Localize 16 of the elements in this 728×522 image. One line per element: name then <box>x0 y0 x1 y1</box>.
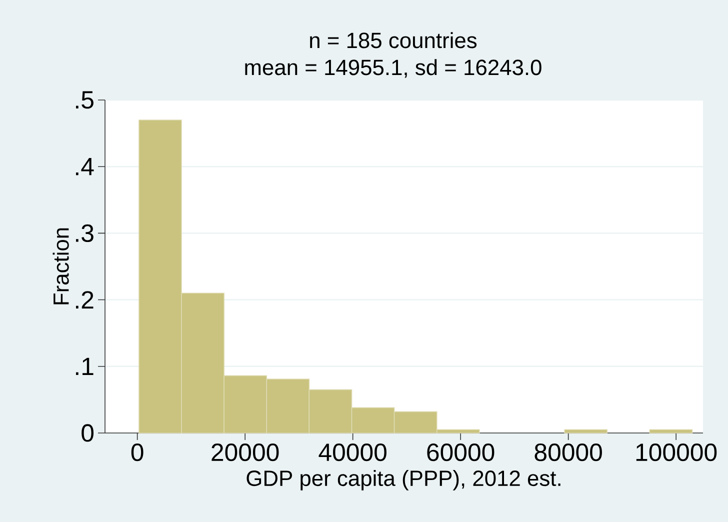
y-tick-label: 0 <box>82 424 94 442</box>
x-tick-label: 60000 <box>427 444 494 462</box>
chart-subtitle: mean = 14955.1, sd = 16243.0 <box>245 59 542 78</box>
x-axis-title: GDP per capita (PPP), 2012 est. <box>246 470 560 490</box>
y-tick-label: .4 <box>76 158 94 176</box>
x-tick-label: 20000 <box>212 444 279 462</box>
y-tick-label: .5 <box>76 91 94 109</box>
y-tick-label: .3 <box>76 224 94 242</box>
x-tick-label: 100000 <box>636 444 717 462</box>
y-axis-title: Fraction <box>52 228 69 304</box>
x-tick-label: 0 <box>131 444 144 462</box>
y-tick-label: .2 <box>76 291 94 308</box>
chart-title: n = 185 countries <box>310 32 477 48</box>
x-tick-label: 80000 <box>534 444 602 462</box>
y-tick-label: .1 <box>76 358 94 375</box>
x-tick-label: 40000 <box>318 444 386 462</box>
